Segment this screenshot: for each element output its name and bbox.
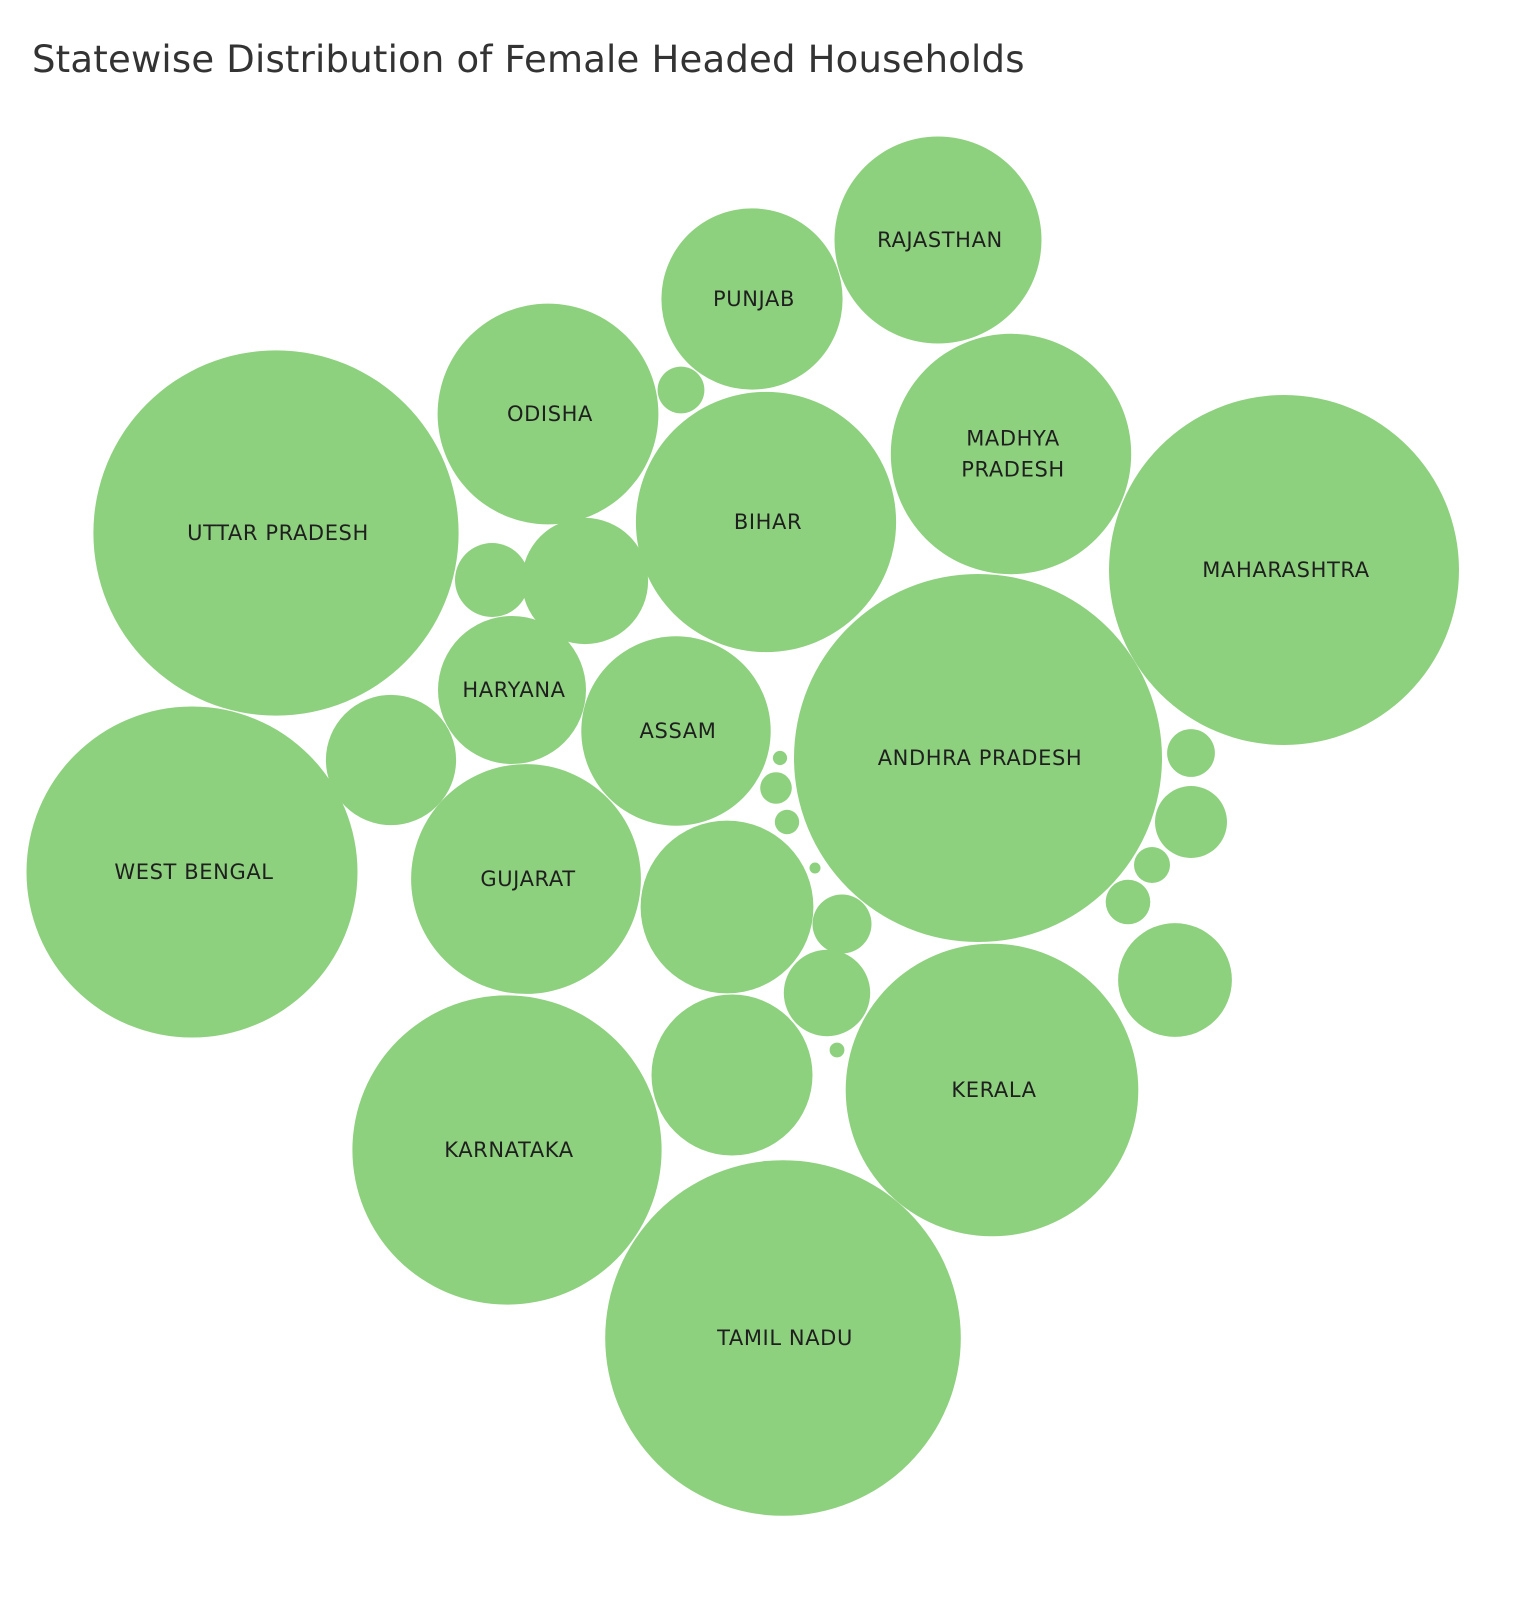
bubble-punjab[interactable]: PUNJAB [661,208,843,390]
bubble-unlabeled[interactable] [809,862,821,874]
bubble-circle[interactable] [829,1042,845,1058]
bubble-label: PRADESH [961,458,1065,482]
bubble-unlabeled[interactable] [521,517,649,645]
bubble-circle[interactable] [661,208,843,390]
bubble-circle[interactable] [93,350,459,716]
bubble-circle[interactable] [1105,879,1151,925]
bubble-label: ODISHA [507,402,593,426]
bubble-circle[interactable] [657,366,705,414]
bubble-circle[interactable] [834,136,1042,344]
bubble-circle[interactable] [1118,923,1232,1037]
bubble-kerala[interactable]: KERALA [845,943,1139,1237]
bubble-circle[interactable] [437,303,659,525]
bubble-uttar-pradesh[interactable]: UTTAR PRADESH [93,350,459,716]
bubble-andhra-pradesh[interactable]: ANDHRA PRADESH [794,574,1162,942]
bubble-label: UTTAR PRADESH [187,521,369,545]
bubble-label: GUJARAT [480,867,575,891]
bubble-odisha[interactable]: ODISHA [437,303,659,525]
bubble-label: PUNJAB [713,287,795,311]
bubble-circle[interactable] [455,543,529,617]
bubble-madhya-pradesh[interactable]: MADHYA PRADESH [890,333,1132,575]
bubble-haryana[interactable]: HARYANA [438,616,586,764]
bubble-circle[interactable] [651,994,813,1156]
bubble-circle[interactable] [1109,395,1459,745]
bubble-unlabeled[interactable] [1105,879,1151,925]
bubble-unlabeled[interactable] [455,543,529,617]
bubble-circle[interactable] [605,1160,961,1516]
bubble-circle[interactable] [352,995,662,1305]
bubble-assam[interactable]: ASSAM [581,636,771,826]
bubble-circle[interactable] [809,862,821,874]
bubble-unlabeled[interactable] [829,1042,845,1058]
bubble-unlabeled[interactable] [325,694,457,826]
bubble-unlabeled[interactable] [812,894,872,954]
bubble-circle[interactable] [1155,786,1227,858]
bubble-unlabeled[interactable] [657,366,705,414]
bubble-unlabeled[interactable] [1155,786,1227,858]
bubble-circle[interactable] [640,820,814,994]
bubble-circle[interactable] [438,616,586,764]
bubble-unlabeled[interactable] [760,772,792,804]
bubble-circle[interactable] [890,333,1132,575]
bubble-circle[interactable] [325,694,457,826]
bubble-circle[interactable] [1134,847,1170,883]
bubble-maharashtra[interactable]: MAHARASHTRA [1109,395,1459,745]
bubble-circle[interactable] [812,894,872,954]
bubble-circle[interactable] [411,764,641,994]
bubble-label: MADHYA [966,427,1060,451]
bubble-label: ANDHRA PRADESH [878,746,1083,770]
bubble-unlabeled[interactable] [774,809,800,835]
bubble-label: KARNATAKA [444,1138,574,1162]
bubble-unlabeled[interactable] [651,994,813,1156]
bubble-west-bengal[interactable]: WEST BENGAL [26,706,358,1038]
bubble-gujarat[interactable]: GUJARAT [411,764,641,994]
bubble-circle[interactable] [794,574,1162,942]
bubble-tamil-nadu[interactable]: TAMIL NADU [605,1160,961,1516]
bubble-karnataka[interactable]: KARNATAKA [352,995,662,1305]
bubble-unlabeled[interactable] [1167,729,1215,777]
bubble-unlabeled[interactable] [783,949,871,1037]
bubble-circle[interactable] [521,517,649,645]
bubble-bihar[interactable]: BIHAR [635,391,897,653]
bubble-label: ASSAM [640,719,717,743]
bubble-circle[interactable] [26,706,358,1038]
bubble-circle[interactable] [845,943,1139,1237]
bubble-label: HARYANA [462,678,565,702]
bubble-label: TAMIL NADU [716,1326,853,1350]
bubble-circle[interactable] [774,809,800,835]
bubble-circle[interactable] [581,636,771,826]
chart-title: Statewise Distribution of Female Headed … [32,38,1025,81]
bubble-circle[interactable] [783,949,871,1037]
bubble-unlabeled[interactable] [772,750,788,766]
bubble-label: KERALA [951,1078,1036,1102]
bubble-unlabeled[interactable] [1118,923,1232,1037]
bubble-layer: TAMIL NADU ANDHRA PRADESH UTTAR PRADESH MAH… [26,136,1459,1516]
bubble-rajasthan[interactable]: RAJASTHAN [834,136,1042,344]
bubble-unlabeled[interactable] [640,820,814,994]
bubble-circle[interactable] [760,772,792,804]
bubble-label: WEST BENGAL [114,860,273,884]
bubble-label: RAJASTHAN [877,228,1003,252]
bubble-unlabeled[interactable] [1134,847,1170,883]
bubble-circle[interactable] [635,391,897,653]
bubble-circle[interactable] [1167,729,1215,777]
bubble-circle[interactable] [772,750,788,766]
bubble-label: MAHARASHTRA [1202,558,1369,582]
bubble-label: BIHAR [734,510,802,534]
